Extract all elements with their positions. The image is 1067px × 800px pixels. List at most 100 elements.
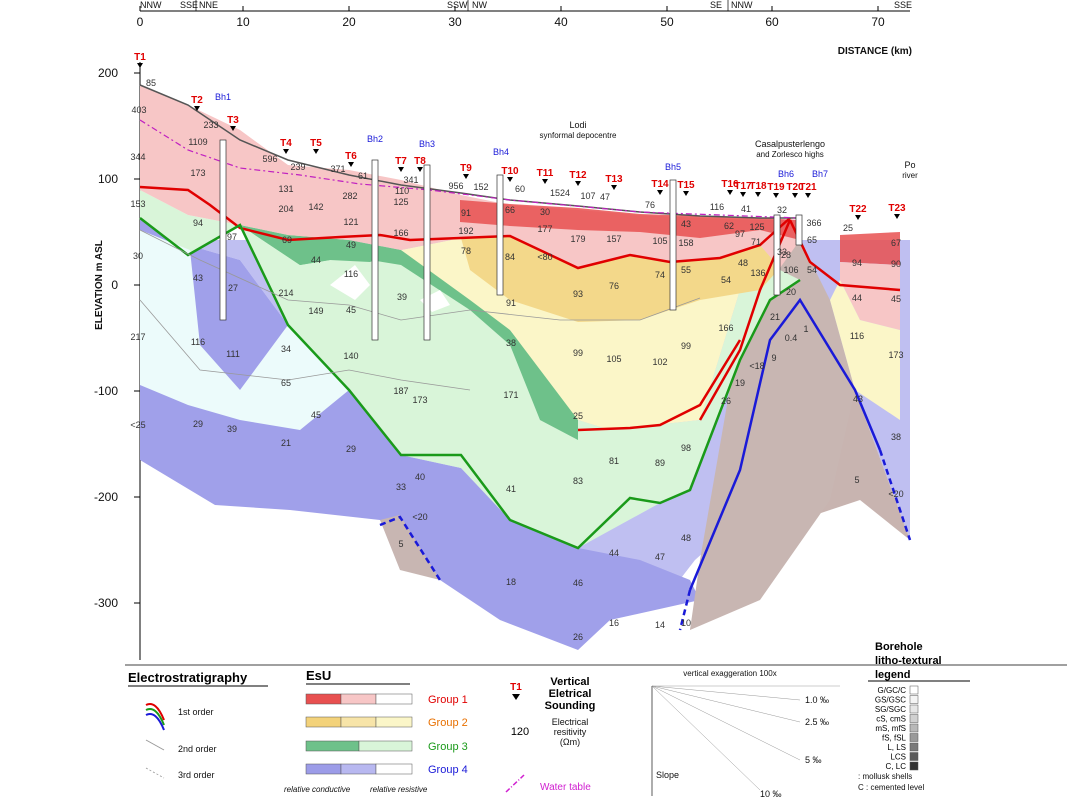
- resistivity-value: 29: [193, 419, 203, 429]
- electro-title: Electrostratigraphy: [128, 670, 248, 685]
- resistivity-value: 44: [852, 293, 862, 303]
- order1-label: 1st order: [178, 707, 214, 717]
- resistivity-value: 66: [505, 205, 515, 215]
- resistivity-value: 18: [506, 577, 516, 587]
- tick-60: 60: [765, 15, 779, 29]
- resistivity-value: 38: [506, 338, 516, 348]
- resistivity-value: 48: [681, 533, 691, 543]
- orient-nnw-2: NNW: [731, 0, 753, 10]
- resistivity-value: 177: [537, 224, 552, 234]
- legend: Electrostratigraphy 1st order 2nd order …: [125, 641, 1067, 799]
- resistivity-value: 121: [343, 217, 358, 227]
- resistivity-value: 28: [781, 250, 791, 260]
- resistivity-value: 142: [308, 202, 323, 212]
- resistivity-value: 30: [540, 207, 550, 217]
- bh-legend-swatch: [909, 704, 919, 714]
- resistivity-value: 45: [891, 294, 901, 304]
- resistivity-value: 47: [600, 192, 610, 202]
- resistivity-value: 166: [718, 323, 733, 333]
- resistivity-value: 91: [506, 298, 516, 308]
- ves-line3: Sounding: [545, 700, 596, 712]
- sounding-t7: T7: [395, 156, 407, 167]
- bh-legend-swatch: [909, 714, 919, 723]
- resistivity-value: 62: [724, 221, 734, 231]
- res-value: 120: [511, 726, 529, 738]
- sounding-t23: T23: [888, 203, 906, 214]
- resistivity-value: 136: [750, 268, 765, 278]
- lodi-sub: synformal depocentre: [540, 131, 617, 140]
- resistivity-value: 10: [681, 618, 691, 628]
- resistivity-value: 0.4: [785, 333, 798, 343]
- resistivity-value: 74: [655, 270, 665, 280]
- resistivity-value: 956: [448, 181, 463, 191]
- resistivity-value: 41: [741, 204, 751, 214]
- sounding-marker-t21: [805, 193, 811, 198]
- sounding-t15: T15: [677, 180, 695, 191]
- orient-sse-2: SSE: [894, 0, 912, 10]
- resistivity-value: 98: [681, 443, 691, 453]
- bh-legend-label: C, LC: [886, 762, 907, 771]
- bh-legend-label: GS/GSC: [875, 696, 906, 705]
- group4-label: Group 4: [428, 764, 468, 776]
- bh-legend-swatch: [909, 733, 919, 742]
- resistivity-value: 153: [130, 199, 145, 209]
- sounding-marker-t22: [855, 215, 861, 220]
- resistivity-value: 38: [891, 432, 901, 442]
- po-label: Po: [904, 160, 915, 170]
- resistivity-value: 32: [777, 205, 787, 215]
- resistivity-value: 33: [777, 247, 787, 257]
- resistivity-value: 83: [573, 476, 583, 486]
- bh-legend-label: L, LS: [887, 743, 906, 752]
- water-table-label: Water table: [540, 782, 591, 793]
- sounding-marker-t4: [283, 149, 289, 154]
- sounding-marker-t13: [611, 185, 617, 190]
- resistivity-value: 344: [130, 152, 145, 162]
- resistivity-value: 43: [193, 273, 203, 283]
- resistivity-value: 105: [606, 354, 621, 364]
- resistivity-value: 217: [130, 332, 145, 342]
- resistivity-value: 61: [358, 171, 368, 181]
- resistivity-value: 21: [281, 438, 291, 448]
- sounding-t21: T21: [799, 182, 817, 193]
- tick-30: 30: [448, 15, 462, 29]
- borehole-bh3: Bh3: [419, 139, 435, 149]
- resistivity-value: 91: [461, 208, 471, 218]
- order3-label: 3rd order: [178, 770, 215, 780]
- sounding-marker-t12: [575, 181, 581, 186]
- resistivity-value: 45: [346, 305, 356, 315]
- sounding-marker-t11: [542, 179, 548, 184]
- resistivity-value: 19: [735, 378, 745, 388]
- resistivity-value: 1524: [550, 188, 570, 198]
- resistivity-value: 76: [609, 281, 619, 291]
- resistivity-value: 46: [573, 578, 583, 588]
- borehole-bh2: Bh2: [367, 134, 383, 144]
- sounding-t22: T22: [849, 204, 867, 215]
- top-distance-axis: 0 10 20 30 40 50 60 70 NNW SSE NNE SSW N…: [137, 0, 912, 57]
- res-line1: Electrical: [552, 717, 589, 727]
- sounding-marker-t20: [792, 193, 798, 198]
- resistivity-value: 239: [290, 162, 305, 172]
- resistivity-value: 14: [655, 620, 665, 630]
- slope-4: 10 ‰: [760, 789, 782, 799]
- tick-20: 20: [342, 15, 356, 29]
- resistivity-value: 173: [190, 168, 205, 178]
- sounding-t10: T10: [501, 166, 519, 177]
- orient-ssw: SSW: [447, 0, 468, 10]
- resistivity-value: 187: [393, 386, 408, 396]
- rel-resistive: relative resistive: [370, 785, 428, 794]
- sounding-marker-t5: [313, 149, 319, 154]
- resistivity-value: 84: [505, 252, 515, 262]
- resistivity-value: 39: [397, 292, 407, 302]
- bh-legend-swatch: [909, 761, 919, 771]
- resistivity-value: 49: [346, 240, 356, 250]
- resistivity-value: 110: [395, 186, 409, 196]
- order2-label: 2nd order: [178, 744, 217, 754]
- resistivity-value: 20: [786, 287, 796, 297]
- slope-2: 2.5 ‰: [805, 717, 829, 727]
- resistivity-value: 1109: [188, 137, 207, 147]
- bh-legend-swatch: [909, 685, 919, 695]
- sounding-marker-t9: [463, 174, 469, 179]
- resistivity-value: 90: [891, 259, 901, 269]
- resistivity-value: 282: [342, 191, 357, 201]
